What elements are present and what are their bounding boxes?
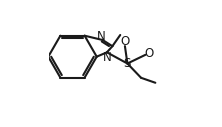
Text: O: O	[120, 35, 130, 48]
Text: S: S	[124, 57, 131, 70]
Text: N: N	[96, 30, 105, 43]
Text: O: O	[145, 47, 154, 60]
Text: N: N	[103, 51, 112, 64]
